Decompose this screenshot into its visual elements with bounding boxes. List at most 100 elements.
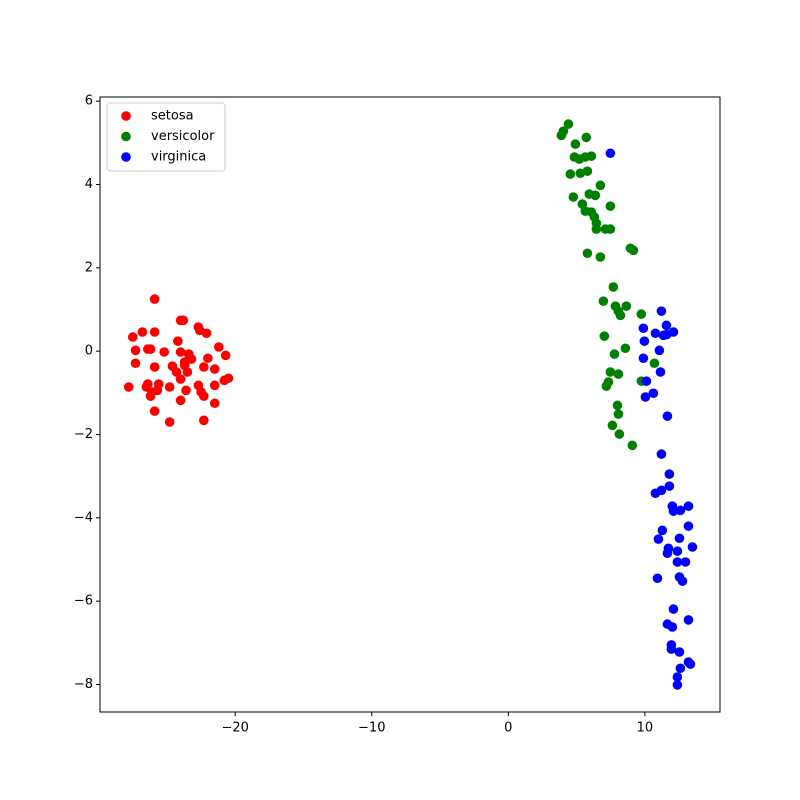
x-tick-label: 0 <box>504 721 512 736</box>
point <box>661 329 672 340</box>
point <box>586 151 597 161</box>
point <box>145 391 156 401</box>
point <box>609 349 620 359</box>
series <box>605 148 698 690</box>
point <box>627 440 638 451</box>
point <box>130 358 141 369</box>
point <box>672 546 683 556</box>
point <box>605 367 616 377</box>
point <box>675 505 686 516</box>
point <box>667 622 678 632</box>
point <box>582 248 593 259</box>
y-tick-label: 2 <box>85 260 93 275</box>
y-tick-label: −8 <box>74 677 93 692</box>
point <box>650 488 661 499</box>
point <box>181 385 191 396</box>
point <box>164 382 175 392</box>
point <box>661 320 672 331</box>
point <box>613 409 624 419</box>
point <box>209 364 220 374</box>
point <box>620 343 631 354</box>
point <box>595 252 606 262</box>
point <box>153 379 164 389</box>
point <box>649 358 660 369</box>
point <box>641 376 652 386</box>
point <box>599 331 610 341</box>
point <box>605 148 616 159</box>
point <box>675 663 686 674</box>
point <box>591 224 602 234</box>
point <box>130 345 141 356</box>
point <box>674 533 685 544</box>
point <box>680 557 691 567</box>
point <box>650 328 661 339</box>
legend-marker <box>121 111 131 121</box>
point <box>652 573 663 584</box>
point <box>672 557 683 567</box>
series <box>123 294 234 427</box>
point <box>565 169 576 179</box>
point <box>687 542 698 552</box>
point <box>614 429 625 439</box>
point <box>223 373 234 384</box>
point <box>198 391 209 401</box>
point <box>149 406 160 416</box>
point <box>175 374 186 384</box>
point <box>683 501 694 511</box>
point <box>672 672 683 682</box>
point <box>563 119 574 129</box>
point <box>149 294 160 304</box>
point <box>220 350 231 361</box>
point <box>656 449 667 459</box>
point <box>685 659 696 669</box>
point <box>664 469 675 479</box>
plot-frame <box>99 96 721 713</box>
point <box>209 398 220 409</box>
point <box>612 400 623 411</box>
point <box>683 521 694 531</box>
point <box>668 506 679 516</box>
point <box>666 644 677 654</box>
x-tick-label: −10 <box>358 721 385 736</box>
point <box>582 166 593 176</box>
point <box>198 362 209 372</box>
point <box>179 360 190 371</box>
point <box>142 344 153 354</box>
x-tick-label: 10 <box>637 721 654 736</box>
point <box>149 327 160 337</box>
legend-label: setosa <box>151 109 194 124</box>
point <box>677 576 688 586</box>
series <box>556 119 660 451</box>
point <box>598 296 609 306</box>
point <box>608 282 619 292</box>
point <box>201 328 212 339</box>
y-tick-label: −6 <box>74 594 93 609</box>
point <box>556 130 567 141</box>
point <box>613 369 624 379</box>
point <box>595 180 606 191</box>
point <box>171 367 182 377</box>
point <box>628 245 639 256</box>
point <box>668 604 679 614</box>
y-tick-label: 0 <box>85 344 93 359</box>
point <box>127 332 138 342</box>
point <box>621 301 632 311</box>
point <box>581 132 592 143</box>
point <box>175 347 186 357</box>
point <box>638 323 649 334</box>
point <box>654 345 665 356</box>
point <box>607 420 618 431</box>
legend-box <box>106 102 226 172</box>
point <box>214 342 224 352</box>
point <box>605 224 616 234</box>
point <box>657 525 668 536</box>
y-tick-label: 4 <box>85 177 93 192</box>
point <box>601 381 612 391</box>
legend-marker <box>121 131 131 142</box>
point <box>648 388 659 399</box>
point <box>656 306 667 316</box>
point <box>159 347 169 357</box>
point <box>570 139 581 149</box>
point <box>640 392 651 402</box>
